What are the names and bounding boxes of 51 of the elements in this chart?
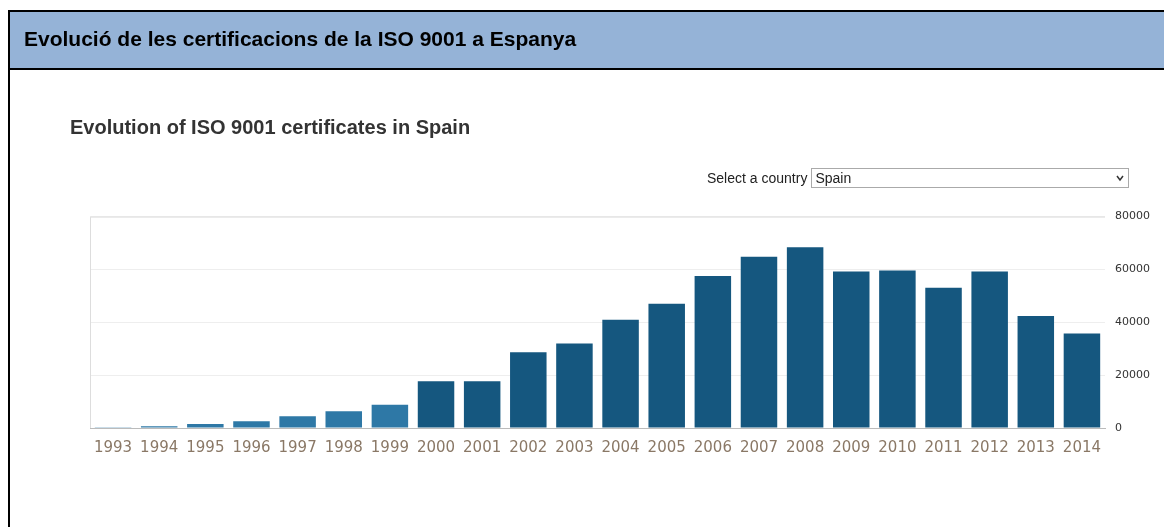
bar — [1017, 315, 1055, 428]
x-tick-label: 1999 — [370, 437, 409, 456]
x-tick-label: 2006 — [693, 437, 732, 456]
y-tick-label: 60000 — [1115, 262, 1151, 276]
bar — [925, 287, 962, 428]
x-tick-label: 1997 — [278, 437, 317, 456]
x-tick-label: 1993 — [93, 437, 133, 456]
x-tick-label: 2014 — [1062, 437, 1102, 456]
bar — [556, 343, 593, 428]
x-tick-label: 2005 — [647, 437, 686, 456]
y-tick-label: 80000 — [1115, 209, 1151, 223]
y-tick-label: 20000 — [1115, 368, 1151, 382]
bar — [1063, 333, 1101, 428]
x-tick-label: 2013 — [1016, 437, 1055, 456]
x-tick-label: 2003 — [555, 437, 594, 456]
x-tick-label: 2007 — [739, 437, 779, 456]
text: Select a country — [707, 170, 808, 186]
x-tick-label: 1998 — [324, 437, 363, 456]
x-tick-label: 2002 — [509, 437, 548, 456]
y-tick-label: 0 — [1115, 420, 1123, 434]
x-tick-label: 2012 — [970, 437, 1009, 456]
x-tick-label: 1996 — [232, 437, 271, 456]
y-tick-label: 40000 — [1115, 315, 1151, 329]
bar — [279, 416, 316, 428]
x-tick-label: 2009 — [832, 437, 871, 456]
text: Spain — [815, 170, 852, 186]
bar — [740, 256, 778, 428]
x-tick-label: 2011 — [924, 437, 963, 456]
bar — [233, 421, 270, 428]
bar — [463, 381, 501, 428]
chart-subtitle: Evolution of ISO 9001 certificates in Spain — [70, 116, 471, 139]
x-tick-label: 1995 — [186, 437, 225, 456]
x-tick-label: 2008 — [786, 437, 825, 456]
bar — [694, 276, 732, 428]
x-tick-label: 2010 — [878, 437, 917, 456]
bar — [325, 411, 362, 428]
bar — [833, 271, 870, 428]
x-tick-label: 1994 — [140, 437, 179, 456]
bar — [879, 270, 916, 428]
x-tick-label: 2001 — [463, 437, 502, 456]
bar — [971, 271, 1008, 428]
bar — [648, 303, 685, 428]
x-tick-label: 2004 — [601, 437, 640, 456]
x-tick-label: 2000 — [416, 437, 456, 456]
bar — [786, 247, 824, 428]
bar — [510, 352, 547, 428]
bar — [371, 404, 409, 428]
chart-title: Evolució de les certificacions de la ISO 9001 a Espanya — [10, 12, 1164, 70]
bar — [602, 319, 639, 428]
bar — [417, 381, 455, 428]
bar — [187, 424, 224, 428]
